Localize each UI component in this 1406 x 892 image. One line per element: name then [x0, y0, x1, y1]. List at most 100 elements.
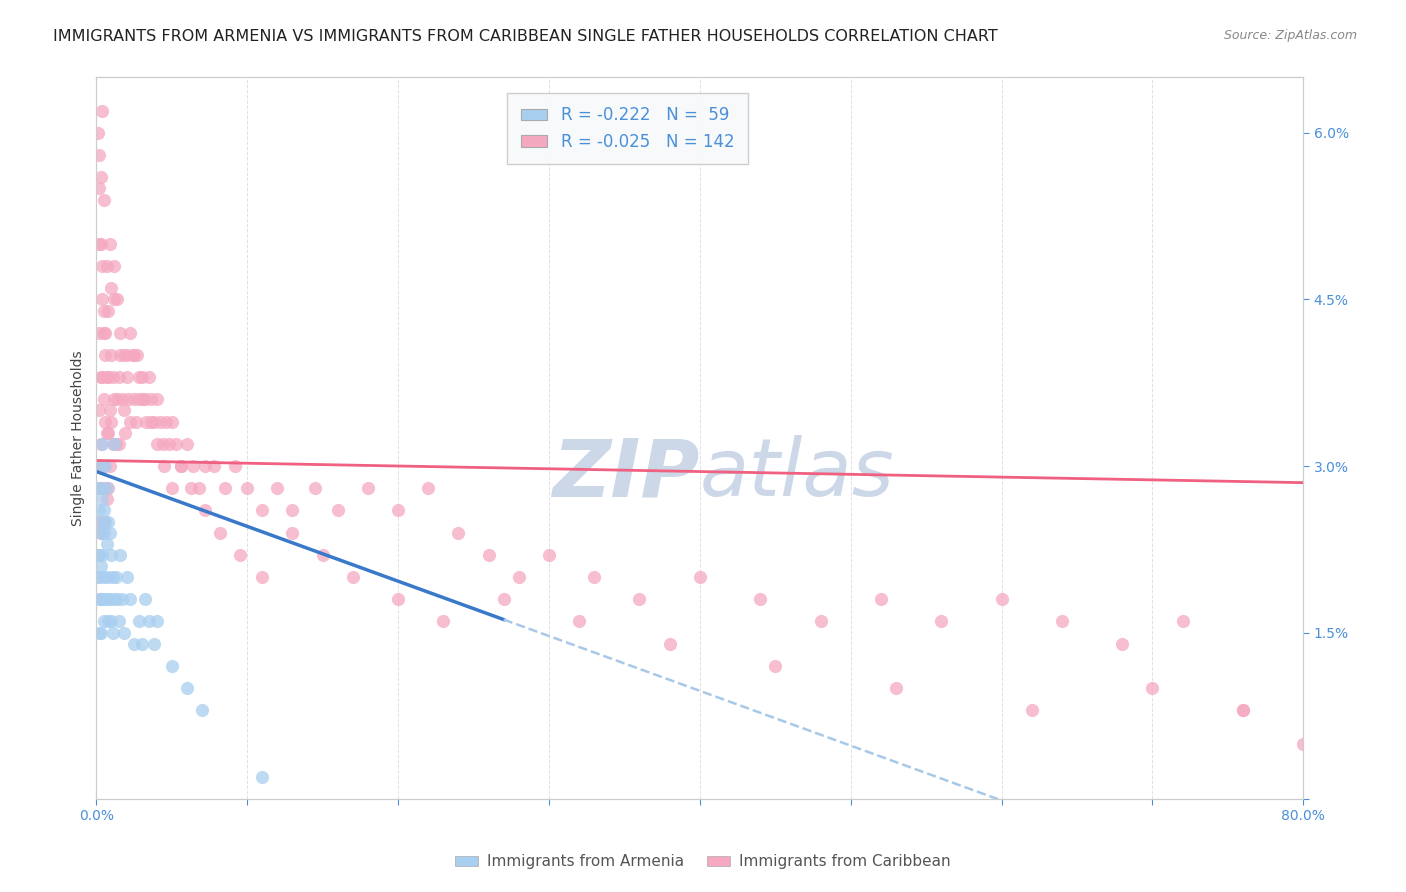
Point [492, 592, 515, 607]
Point [89, 458, 111, 473]
Point [155, 415, 177, 429]
Point [110, 348, 132, 362]
Point [108, 370, 131, 384]
Point [97, 303, 120, 318]
Point [87, 481, 110, 495]
Point [252, 570, 274, 584]
Point [103, 437, 125, 451]
Point [91, 293, 114, 307]
Point [139, 392, 162, 407]
Point [93, 458, 115, 473]
Point [209, 525, 232, 540]
Point [884, 681, 907, 695]
Point [91, 592, 114, 607]
Point [90, 592, 112, 607]
Point [138, 370, 160, 384]
Point [101, 437, 124, 451]
Point [387, 503, 409, 517]
Point [91, 437, 114, 451]
Point [89, 237, 111, 252]
Point [98, 403, 121, 417]
Point [1171, 615, 1194, 629]
Point [142, 637, 165, 651]
Point [342, 570, 364, 584]
Point [96, 425, 118, 440]
Point [87, 570, 110, 584]
Point [98, 525, 121, 540]
Point [138, 615, 160, 629]
Point [763, 658, 786, 673]
Point [89, 481, 111, 495]
Point [90, 370, 112, 384]
Point [311, 548, 333, 562]
Point [170, 458, 193, 473]
Point [1292, 737, 1315, 751]
Point [91, 548, 114, 562]
Point [139, 415, 162, 429]
Point [90, 525, 112, 540]
Point [94, 481, 117, 495]
Point [869, 592, 891, 607]
Point [252, 770, 274, 784]
Point [1111, 637, 1133, 651]
Point [134, 592, 156, 607]
Point [100, 415, 122, 429]
Point [115, 370, 138, 384]
Point [176, 681, 198, 695]
Point [104, 437, 127, 451]
Point [810, 615, 832, 629]
Point [107, 392, 129, 407]
Point [142, 415, 165, 429]
Point [96, 537, 118, 551]
Y-axis label: Single Father Households: Single Father Households [72, 351, 86, 526]
Point [145, 392, 167, 407]
Point [87, 458, 110, 473]
Point [131, 370, 153, 384]
Point [128, 370, 150, 384]
Text: ZIP: ZIP [553, 435, 700, 513]
Point [89, 548, 111, 562]
Legend: R = -0.222   N =  59, R = -0.025   N = 142: R = -0.222 N = 59, R = -0.025 N = 142 [508, 93, 748, 164]
Point [194, 458, 217, 473]
Point [94, 458, 117, 473]
Point [181, 458, 204, 473]
Point [176, 437, 198, 451]
Point [89, 326, 111, 340]
Point [101, 570, 124, 584]
Point [89, 148, 111, 162]
Point [191, 703, 214, 717]
Point [93, 193, 115, 207]
Point [97, 615, 120, 629]
Point [94, 592, 117, 607]
Point [94, 348, 117, 362]
Point [135, 415, 157, 429]
Point [87, 548, 110, 562]
Point [87, 515, 110, 529]
Point [90, 237, 112, 252]
Point [98, 237, 121, 252]
Point [97, 370, 120, 384]
Text: IMMIGRANTS FROM ARMENIA VS IMMIGRANTS FROM CARIBBEAN SINGLE FATHER HOUSEHOLDS CO: IMMIGRANTS FROM ARMENIA VS IMMIGRANTS FR… [53, 29, 998, 44]
Point [89, 592, 111, 607]
Point [90, 481, 112, 495]
Point [112, 348, 135, 362]
Point [91, 259, 114, 273]
Legend: Immigrants from Armenia, Immigrants from Caribbean: Immigrants from Armenia, Immigrants from… [449, 848, 957, 875]
Point [89, 570, 111, 584]
Point [93, 392, 115, 407]
Point [93, 303, 115, 318]
Point [214, 481, 236, 495]
Point [98, 592, 121, 607]
Point [93, 326, 115, 340]
Point [91, 458, 114, 473]
Point [89, 181, 111, 195]
Point [132, 392, 155, 407]
Point [128, 615, 150, 629]
Point [432, 615, 454, 629]
Point [103, 259, 125, 273]
Point [194, 503, 217, 517]
Point [131, 637, 153, 651]
Point [108, 615, 131, 629]
Point [628, 592, 651, 607]
Point [1232, 703, 1254, 717]
